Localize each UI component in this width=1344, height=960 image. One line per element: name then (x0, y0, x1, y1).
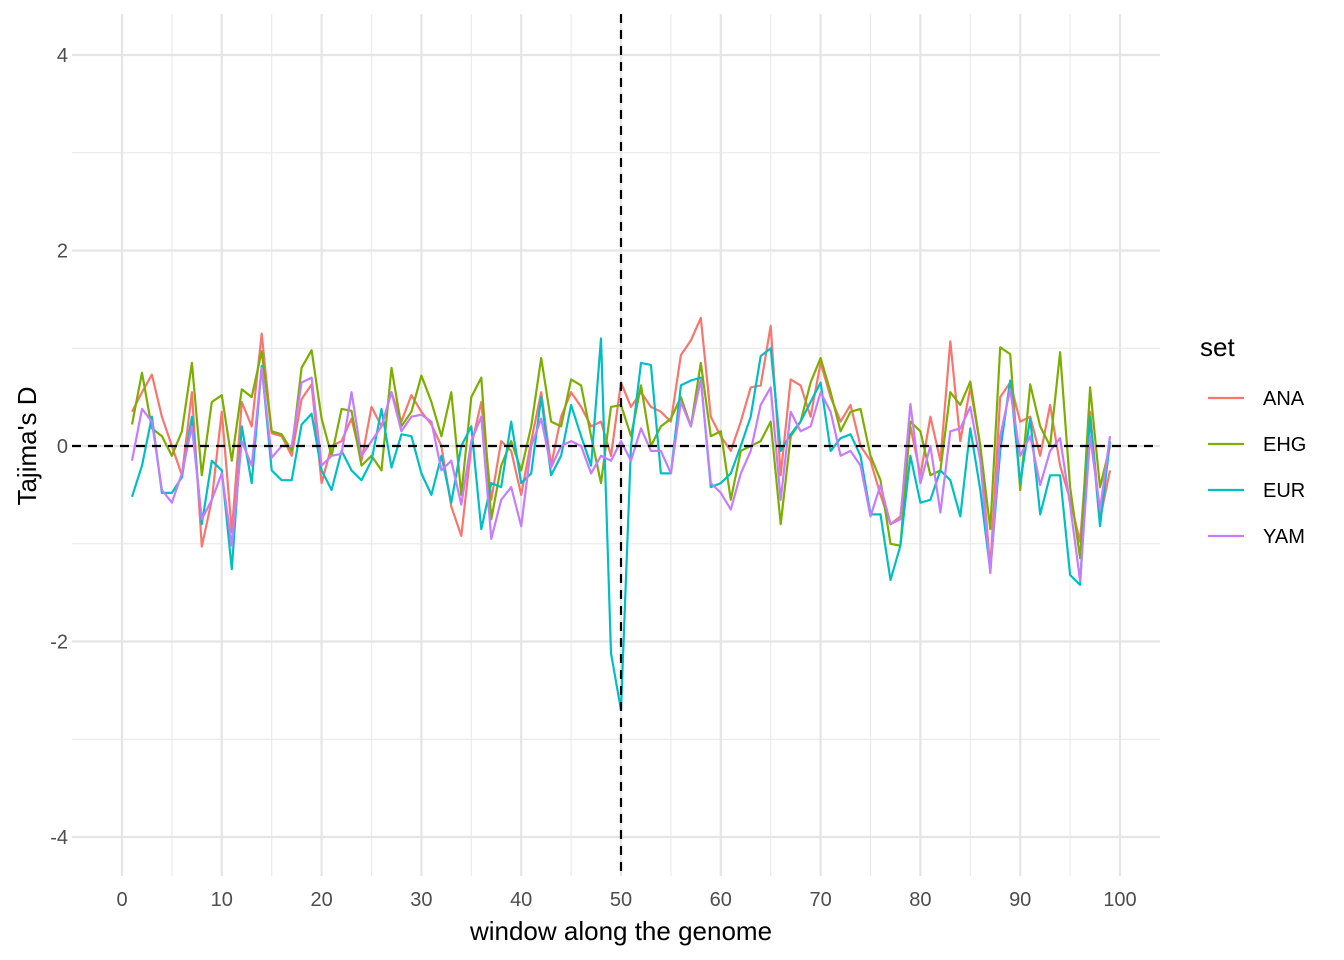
x-tick-label: 70 (809, 889, 831, 911)
x-tick-label: 80 (909, 889, 931, 911)
x-tick-label: 40 (510, 889, 532, 911)
series-line-yam (130, 366, 1112, 583)
y-axis-ticks: -4 -2 0 2 4 (50, 45, 68, 849)
x-tick-label: 60 (710, 889, 732, 911)
x-tick-label: 0 (116, 889, 127, 911)
x-axis-ticks: 0 10 20 30 40 50 60 70 80 90 100 (116, 889, 1136, 911)
legend-label-ehg: EHG (1263, 434, 1306, 456)
x-tick-label: 20 (310, 889, 332, 911)
reference-lines (72, 14, 1160, 876)
legend-label-ana: ANA (1263, 388, 1305, 410)
x-tick-label: 50 (610, 889, 632, 911)
legend-label-yam: YAM (1263, 526, 1305, 548)
x-tick-label: 30 (410, 889, 432, 911)
x-tick-label: 10 (211, 889, 233, 911)
legend-label-eur: EUR (1263, 480, 1305, 502)
legend-title: set (1200, 332, 1235, 362)
y-tick-label: 2 (57, 241, 68, 263)
x-tick-label: 100 (1103, 889, 1136, 911)
y-axis-title: Tajima's D (12, 386, 42, 505)
legend: set ANA EHG EUR YAM (1200, 332, 1306, 548)
y-tick-label: 0 (57, 436, 68, 458)
x-tick-label: 90 (1009, 889, 1031, 911)
y-tick-label: 4 (57, 45, 68, 67)
y-tick-label: -4 (50, 827, 68, 849)
x-axis-title: window along the genome (469, 916, 772, 946)
y-tick-label: -2 (50, 632, 68, 654)
